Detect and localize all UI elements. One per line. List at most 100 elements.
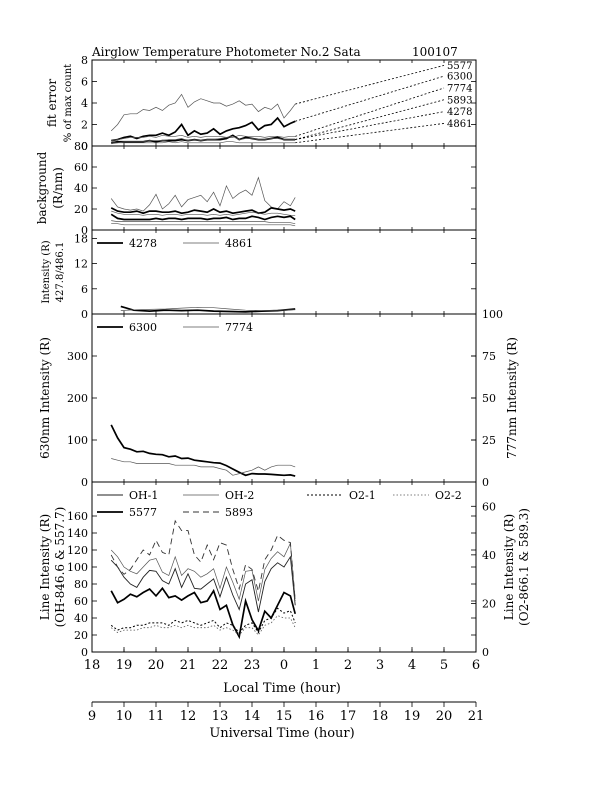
tick-layer: 18 19 20 21 22 23 0 1 2 3 4 5 69 10 11 12 13 14 15 16 17 18 19… [67,54,503,724]
series-line-4278 [111,135,296,144]
y-tick-label: 140 [67,527,88,540]
series-line-5577 [110,93,296,132]
series-line-6300 [110,424,296,477]
series-line-top [110,176,296,212]
intensity-6300-ylabel: 630nm Intensity (R) [38,337,52,459]
ut-tick-label: 15 [276,709,293,724]
line-intensity-ylabel-right: Line Intensity (R) [502,514,516,620]
local-time-tick-label: 1 [312,658,320,673]
line-intensity-ylabel-right2: (O2-866.1 & 589.3) [517,508,531,626]
local-time-tick-label: 5 [440,658,448,673]
y-tick-label-right: 0 [482,476,489,489]
y-tick-label-right: 20 [482,597,496,610]
ut-tick-label: 19 [404,709,421,724]
local-time-tick-label: 6 [472,658,480,673]
local-time-tick-label: 21 [180,658,197,673]
ut-tick-label: 13 [212,709,229,724]
series-line-4861 [120,306,296,311]
background-ylabel: background [35,151,49,224]
y-tick-label-right: 50 [482,392,496,405]
y-tick-label: 8 [81,54,88,67]
y-tick-label-right: 25 [482,434,496,447]
series-line-oh-1 [110,555,296,613]
y-tick-label: 0 [81,646,88,659]
y-tick-label: 0 [81,476,88,489]
leader-line-7774 [295,87,445,137]
ut-tick-label: 12 [180,709,197,724]
y-tick-label: 80 [74,578,88,591]
leader-line-5577 [295,64,445,105]
series-line-7774 [111,458,296,476]
y-tick-label: 100 [67,561,88,574]
y-tick-label: 6 [81,76,88,89]
series-line-b6 [111,223,296,227]
y-tick-label: 0 [81,224,88,237]
y-tick-label: 6 [81,283,88,296]
y-tick-label: 20 [74,203,88,216]
series-layer [110,64,445,640]
y-tick-label-right: 0 [482,646,489,659]
line-intensity-ylabel: Line Intensity (R) [38,514,52,620]
series-line-b5 [111,220,296,225]
y-tick-label: 120 [67,544,88,557]
intensity-4278-ylabel: Intensity (R) [41,240,52,303]
ut-tick-label: 21 [468,709,485,724]
fit-error-ylabel: fit error [45,79,59,127]
local-time-tick-label: 2 [344,658,352,673]
y-tick-label: 4 [81,97,88,110]
local-time-axis-title: Local Time (hour) [223,681,341,696]
leader-line-4278 [295,111,445,140]
legend-label-7774: 7774 [225,321,253,334]
ut-tick-label: 17 [340,709,357,724]
local-time-tick-label: 3 [376,658,384,673]
series-line-7774 [111,134,296,141]
leader-label-6300: 6300 [447,72,472,83]
leader-label-4861: 4861 [447,119,472,130]
ut-tick-label: 11 [148,709,165,724]
intensity-7774-ylabel-right: 777nm Intensity (R) [505,337,519,459]
ut-tick-label: 9 [88,709,96,724]
y-tick-label: 12 [74,258,88,271]
legend-label-oh-1: OH-1 [129,489,158,502]
legend-label-o2-1: O2-1 [349,489,376,502]
ut-tick-label: 16 [308,709,325,724]
y-tick-label: 20 [74,629,88,642]
intensity-4278-ylabel2: 427.8/486.1 [55,242,66,303]
y-tick-label-right: 40 [482,549,496,562]
series-line-b2 [110,207,296,215]
local-time-tick-label: 18 [84,658,101,673]
leader-line-4861 [295,123,445,144]
y-tick-label: 40 [74,182,88,195]
y-tick-label-right: 60 [482,500,496,513]
leader-line-5893 [295,99,445,140]
y-tick-label: 160 [67,510,88,523]
figure-code: 100107 [412,45,458,59]
series-line-5577 [110,586,297,640]
legend-label-oh-2: OH-2 [225,489,254,502]
figure-title: Airglow Temperature Photometer No.2 Sata [91,45,361,59]
series-line-b4 [110,213,296,221]
series-line-5893 [110,519,296,602]
y-tick-label: 300 [67,350,88,363]
y-tick-label: 0 [81,140,88,153]
leader-label-4278: 4278 [447,107,472,118]
series-line-o2-1 [110,607,296,634]
local-time-tick-label: 22 [212,658,229,673]
y-tick-label: 0 [81,308,88,321]
y-tick-label: 2 [81,119,88,132]
leader-label-5893: 5893 [447,95,472,106]
fit-error-ylabel2: % of max count [63,64,74,142]
y-tick-label: 80 [74,140,88,153]
legend-label-5893: 5893 [225,506,253,519]
local-time-tick-label: 20 [148,658,165,673]
y-tick-label-right: 100 [482,308,503,321]
series-line-4278 [120,305,296,313]
legend-label-5577: 5577 [129,506,157,519]
local-time-tick-label: 4 [408,658,416,673]
leader-label-7774: 7774 [447,83,472,94]
y-tick-label: 60 [74,595,88,608]
leader-label-5577: 5577 [447,61,472,72]
background-ylabel2: (R/nm) [51,167,65,209]
